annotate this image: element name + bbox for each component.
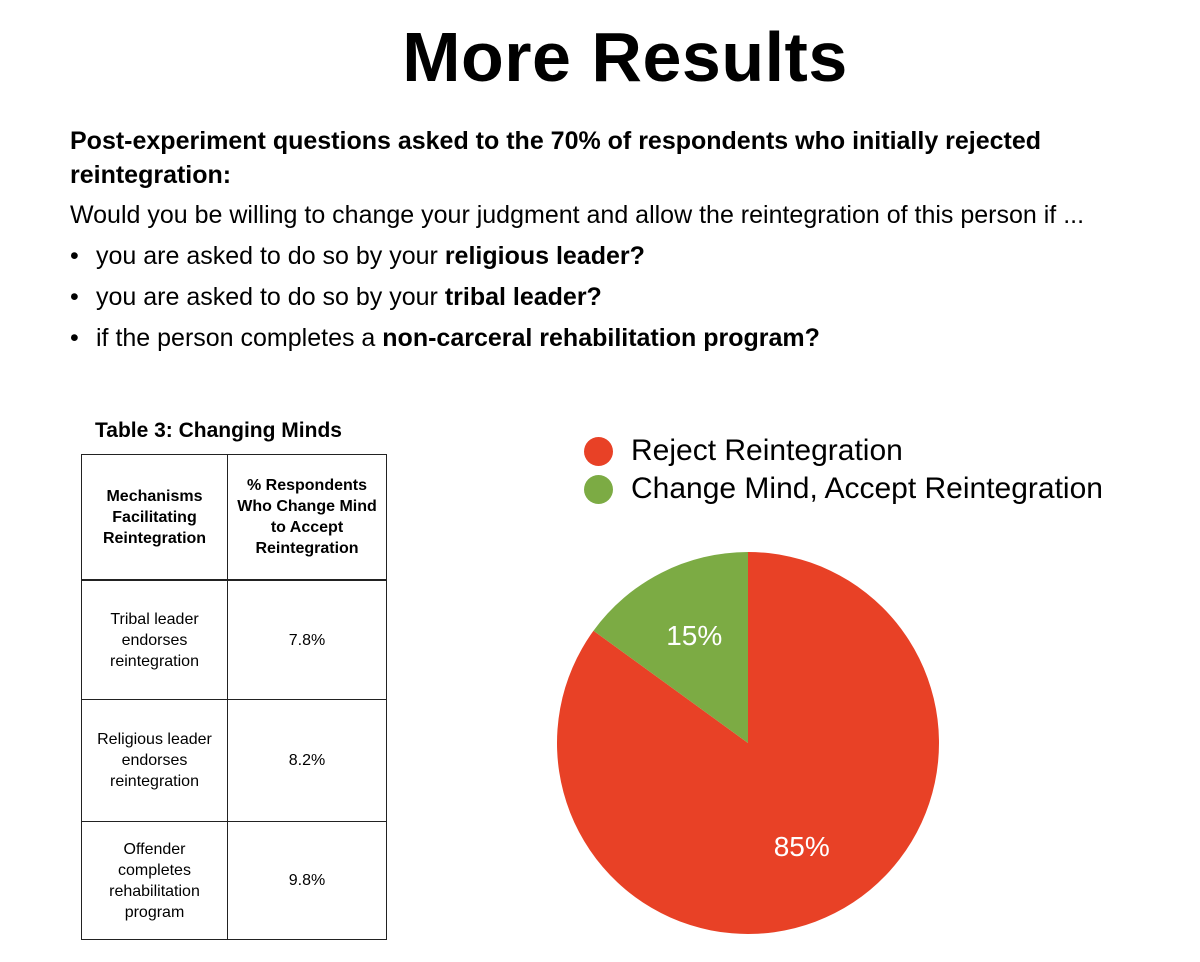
table-cell-mechanism: Offender completes rehabilitation progra… — [81, 821, 228, 940]
question-item-text: you are asked to do so by your — [96, 242, 445, 270]
table-header-percent: % Respondents Who Change Mind to Accept … — [227, 454, 387, 581]
changing-minds-table: Mechanisms Facilitating Reintegration % … — [81, 454, 387, 940]
table-header-row: Mechanisms Facilitating Reintegration % … — [81, 454, 387, 581]
legend-label-accept: Change Mind, Accept Reintegration — [631, 472, 1103, 505]
bullet-glyph: • — [70, 324, 79, 352]
page-title: More Results — [402, 18, 848, 96]
legend-swatch-accept — [584, 474, 613, 504]
question-item-rehabilitation: • if the person completes a non-carceral … — [70, 318, 1180, 359]
table-header-mechanisms: Mechanisms Facilitating Reintegration — [81, 454, 228, 581]
pie-slice-label-0: 85% — [774, 831, 830, 862]
legend-item-accept: Change Mind, Accept Reintegration — [584, 470, 1103, 508]
legend-swatch-reject — [584, 436, 613, 466]
question-item-emphasis: non-carceral rehabilitation program? — [382, 324, 820, 352]
bullet-glyph: • — [70, 242, 79, 270]
table-cell-percent: 7.8% — [227, 579, 387, 700]
question-item-religious: • you are asked to do so by your religiou… — [70, 236, 1180, 277]
intro-question: Would you be willing to change your judg… — [70, 201, 1085, 229]
question-list: • you are asked to do so by your religiou… — [70, 236, 1180, 359]
pie-slice-1 — [593, 552, 748, 743]
pie-slice-label-1: 15% — [666, 620, 722, 651]
table-caption: Table 3: Changing Minds — [95, 419, 342, 442]
table-cell-percent: 8.2% — [227, 699, 387, 822]
question-item-tribal: • you are asked to do so by your tribal l… — [70, 277, 1180, 318]
table-cell-mechanism: Tribal leader endorses reintegration — [81, 579, 228, 700]
question-item-text: you are asked to do so by your — [96, 283, 445, 311]
intro-lead: Post-experiment questions asked to the 7… — [70, 127, 1042, 189]
bullet-glyph: • — [70, 283, 79, 311]
chart-legend: Reject Reintegration Change Mind, Accept… — [584, 432, 1103, 508]
table-cell-percent: 9.8% — [227, 821, 387, 940]
legend-label-reject: Reject Reintegration — [631, 434, 903, 467]
pie-chart: 85% 15% — [557, 552, 939, 934]
question-item-emphasis: tribal leader? — [444, 283, 602, 311]
question-item-emphasis: religious leader? — [444, 242, 645, 270]
table-row: Religious leader endorses reintegration … — [81, 699, 387, 822]
table-row: Offender completes rehabilitation progra… — [81, 821, 387, 940]
intro-section: Post-experiment questions asked to the 7… — [70, 124, 1180, 359]
legend-item-reject: Reject Reintegration — [584, 432, 1103, 470]
question-item-text: if the person completes a — [96, 324, 383, 352]
table-cell-mechanism: Religious leader endorses reintegration — [81, 699, 228, 822]
table-row: Tribal leader endorses reintegration 7.8… — [81, 579, 387, 700]
